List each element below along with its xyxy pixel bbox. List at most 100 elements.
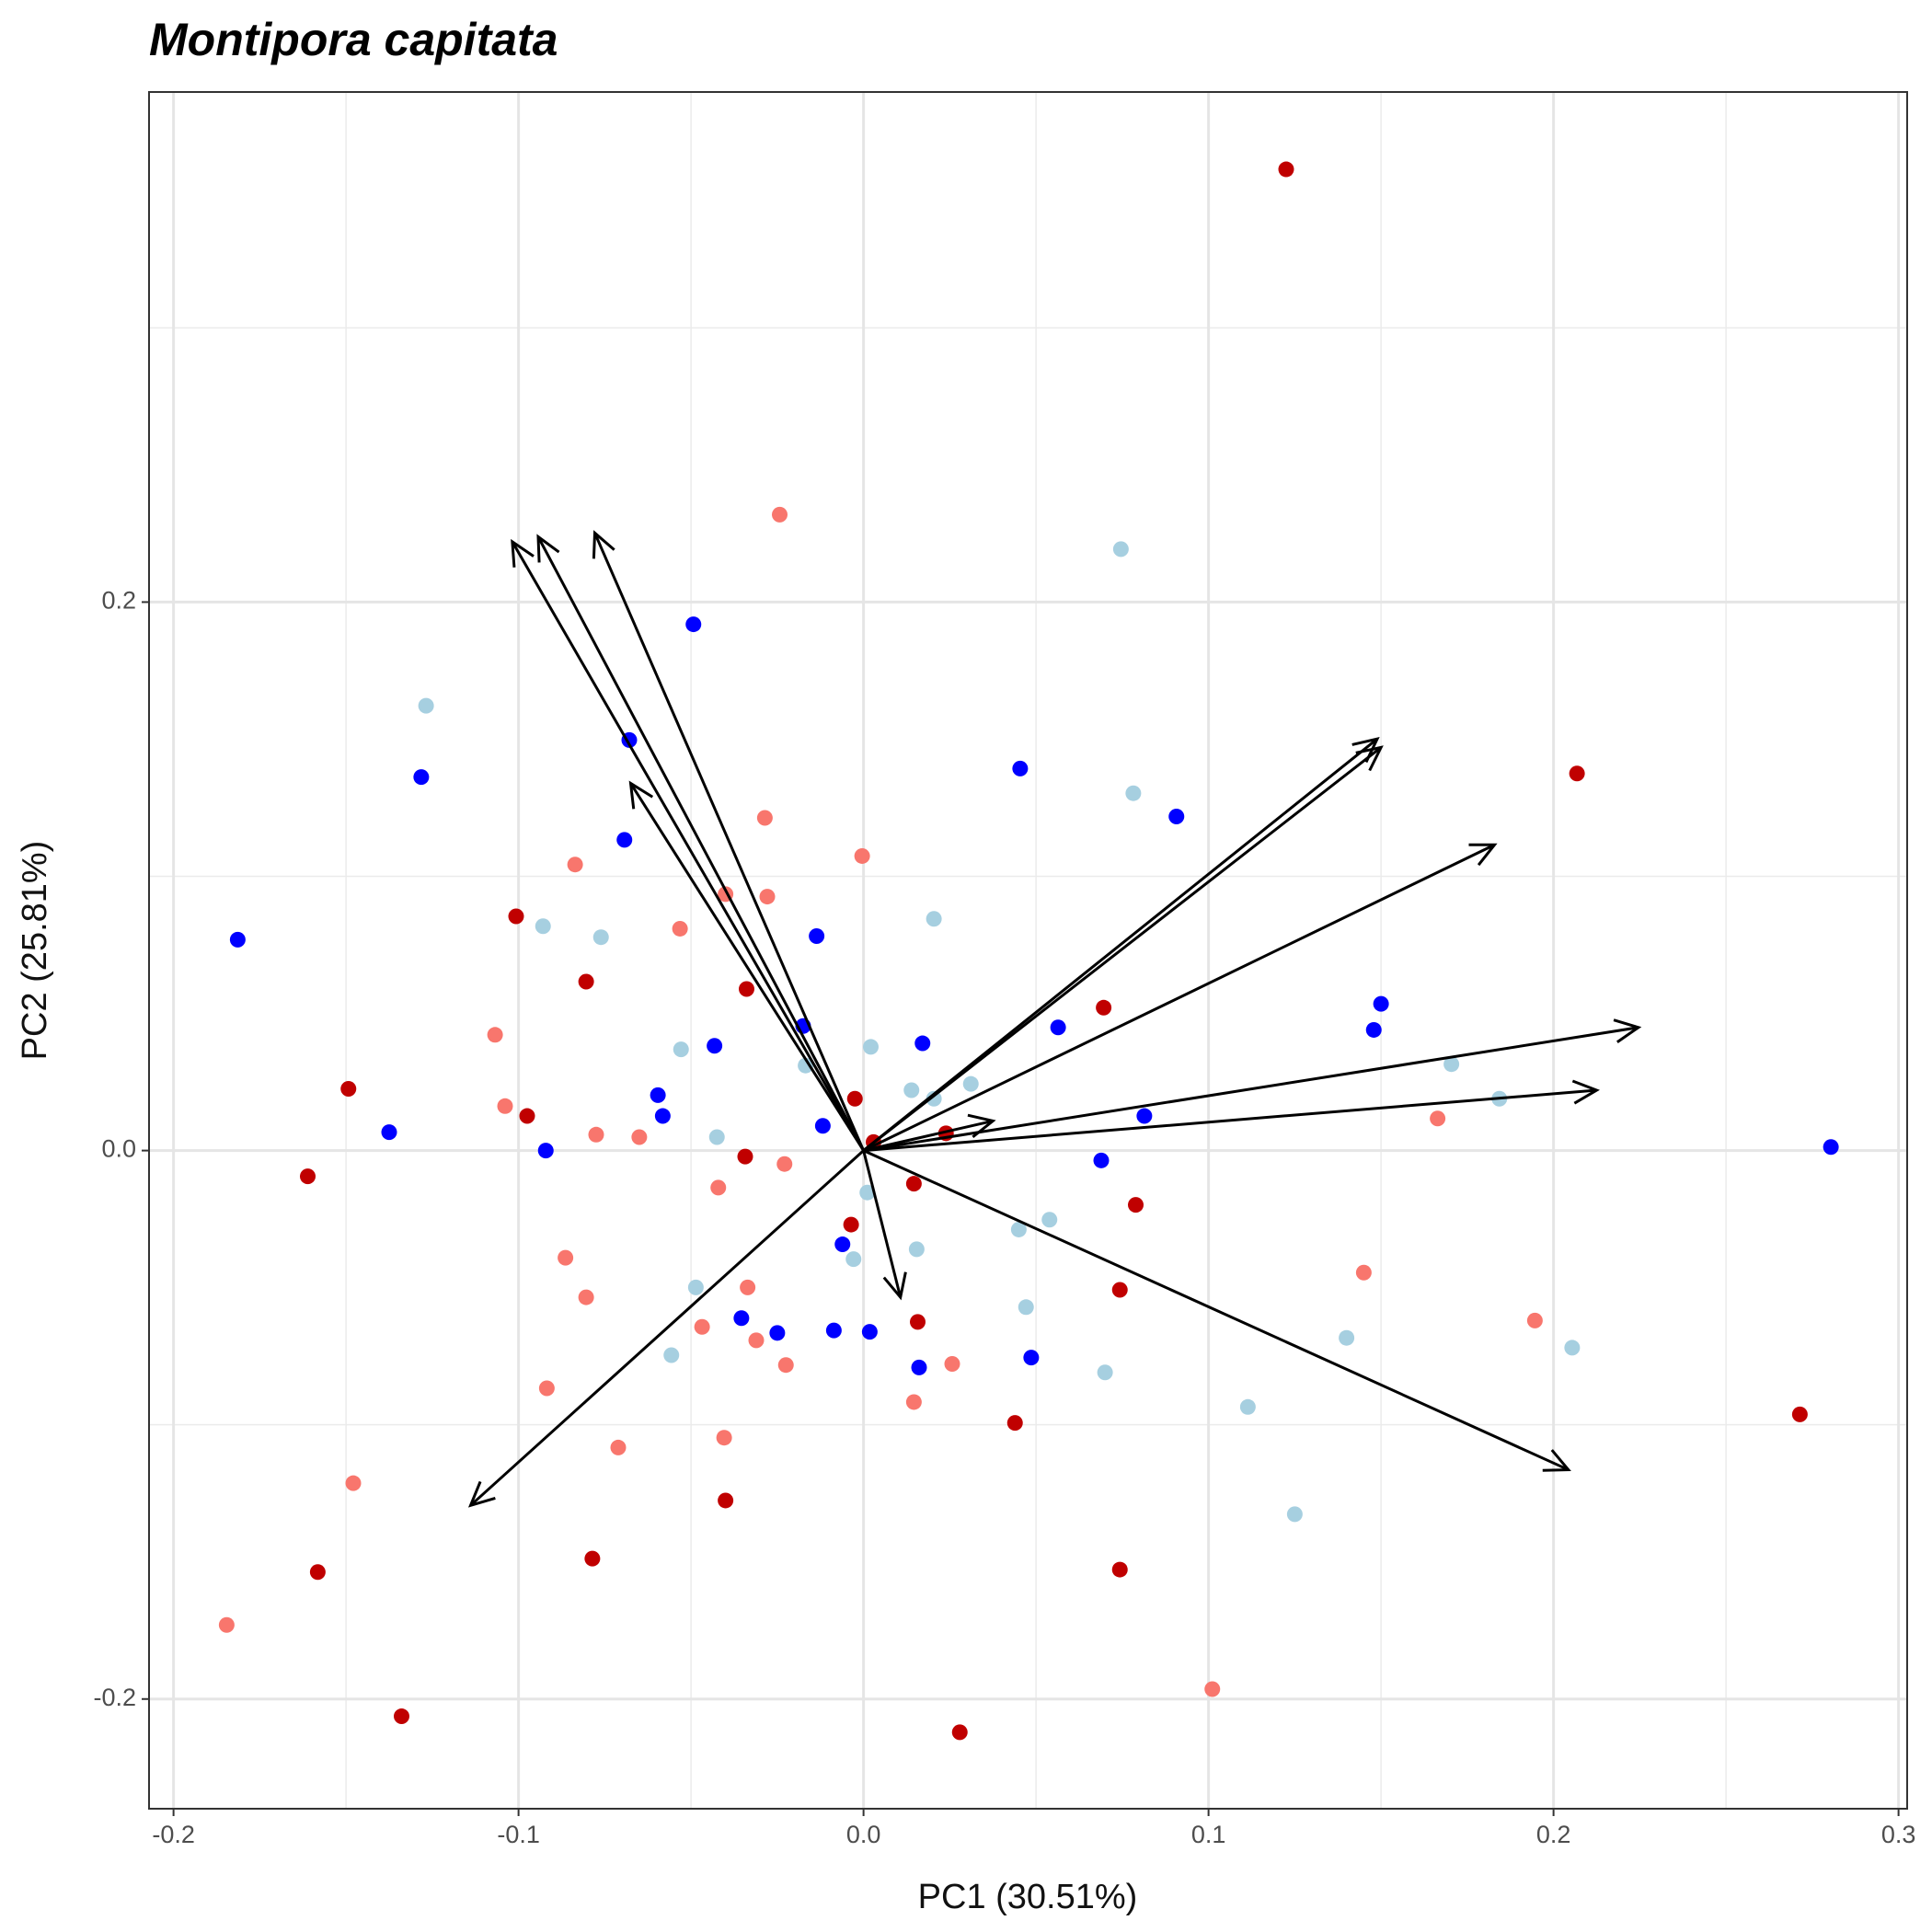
y-axis-label: PC2 (25.81%) bbox=[16, 841, 54, 1061]
point bbox=[1018, 1299, 1034, 1316]
point bbox=[1443, 1056, 1460, 1073]
point bbox=[863, 1039, 879, 1055]
point bbox=[845, 1251, 862, 1268]
point bbox=[748, 1332, 765, 1349]
point bbox=[218, 1616, 235, 1633]
x-tick-label: 0.3 bbox=[1881, 1821, 1916, 1848]
x-tick-label: -0.1 bbox=[497, 1821, 540, 1848]
point bbox=[694, 1318, 710, 1335]
point bbox=[1430, 1110, 1446, 1127]
point bbox=[1278, 161, 1294, 178]
point bbox=[685, 616, 702, 633]
point bbox=[616, 832, 633, 848]
point bbox=[300, 1168, 316, 1185]
point bbox=[1112, 541, 1129, 558]
arrow-head bbox=[967, 1113, 996, 1139]
point bbox=[798, 1057, 814, 1074]
point bbox=[1339, 1329, 1355, 1346]
point bbox=[854, 847, 870, 864]
point bbox=[654, 1108, 671, 1124]
point bbox=[739, 981, 754, 997]
point bbox=[1823, 1139, 1839, 1156]
y-tick-label: 0.2 bbox=[101, 587, 136, 615]
point bbox=[535, 918, 551, 935]
point bbox=[1096, 999, 1112, 1016]
point bbox=[772, 506, 788, 523]
point bbox=[843, 1216, 859, 1233]
point bbox=[1093, 1152, 1110, 1168]
point bbox=[903, 1082, 920, 1098]
point bbox=[567, 857, 583, 873]
arrow-head bbox=[592, 530, 615, 559]
point bbox=[1111, 1282, 1128, 1298]
point bbox=[951, 1724, 968, 1741]
point bbox=[610, 1439, 627, 1455]
point bbox=[497, 1098, 513, 1114]
point-group bbox=[229, 616, 1839, 1375]
point bbox=[910, 1314, 926, 1330]
point bbox=[381, 1124, 397, 1141]
arrow-head bbox=[511, 538, 535, 568]
point bbox=[737, 1148, 753, 1165]
point bbox=[776, 1156, 793, 1172]
point bbox=[716, 1430, 732, 1446]
point bbox=[1023, 1350, 1040, 1366]
point bbox=[413, 769, 430, 786]
point bbox=[1204, 1681, 1221, 1697]
point bbox=[537, 1143, 554, 1159]
point bbox=[1128, 1197, 1144, 1213]
point bbox=[926, 911, 942, 927]
loading-arrow bbox=[863, 1119, 994, 1153]
point bbox=[578, 973, 594, 990]
point bbox=[740, 1279, 756, 1295]
point bbox=[1564, 1340, 1581, 1356]
point bbox=[1097, 1364, 1113, 1381]
x-tick-label: -0.2 bbox=[152, 1821, 195, 1848]
point bbox=[1010, 1221, 1027, 1237]
arrow-head bbox=[536, 534, 560, 563]
point bbox=[926, 1090, 942, 1107]
point bbox=[418, 697, 434, 714]
point bbox=[756, 810, 773, 826]
loading-arrow bbox=[629, 782, 865, 1152]
point bbox=[846, 1090, 863, 1107]
point bbox=[905, 1176, 922, 1192]
point bbox=[558, 1249, 574, 1266]
x-tick-label: 0.2 bbox=[1536, 1821, 1571, 1848]
point bbox=[1168, 809, 1185, 825]
point bbox=[687, 1279, 704, 1295]
point bbox=[394, 1708, 409, 1725]
point bbox=[914, 1035, 931, 1052]
arrow-head bbox=[1468, 843, 1498, 867]
point bbox=[588, 1126, 604, 1143]
point bbox=[859, 1184, 876, 1201]
chart-title: Montipora capitata bbox=[149, 14, 558, 65]
loading-arrow bbox=[862, 738, 1378, 1152]
point bbox=[663, 1347, 680, 1363]
point bbox=[1286, 1506, 1303, 1523]
point bbox=[718, 1492, 734, 1509]
point bbox=[1012, 760, 1029, 776]
point bbox=[1355, 1264, 1372, 1281]
point bbox=[1239, 1398, 1256, 1415]
point bbox=[759, 889, 776, 905]
loading-arrow bbox=[863, 1149, 1570, 1471]
loading-arrow bbox=[536, 535, 865, 1152]
point bbox=[834, 1236, 851, 1253]
y-tick-label: 0.0 bbox=[101, 1135, 136, 1163]
point bbox=[1111, 1561, 1128, 1578]
plot-border bbox=[148, 91, 1908, 1810]
point bbox=[229, 931, 246, 948]
point bbox=[1041, 1212, 1058, 1228]
arrow-head bbox=[1542, 1449, 1571, 1472]
point bbox=[578, 1289, 594, 1305]
point bbox=[861, 1324, 878, 1340]
point bbox=[1050, 1019, 1066, 1036]
point bbox=[1791, 1406, 1808, 1422]
point bbox=[584, 1550, 601, 1567]
plot-background bbox=[149, 92, 1907, 1809]
point bbox=[1136, 1108, 1153, 1124]
point bbox=[707, 1038, 723, 1054]
arrow-head bbox=[1613, 1018, 1642, 1043]
